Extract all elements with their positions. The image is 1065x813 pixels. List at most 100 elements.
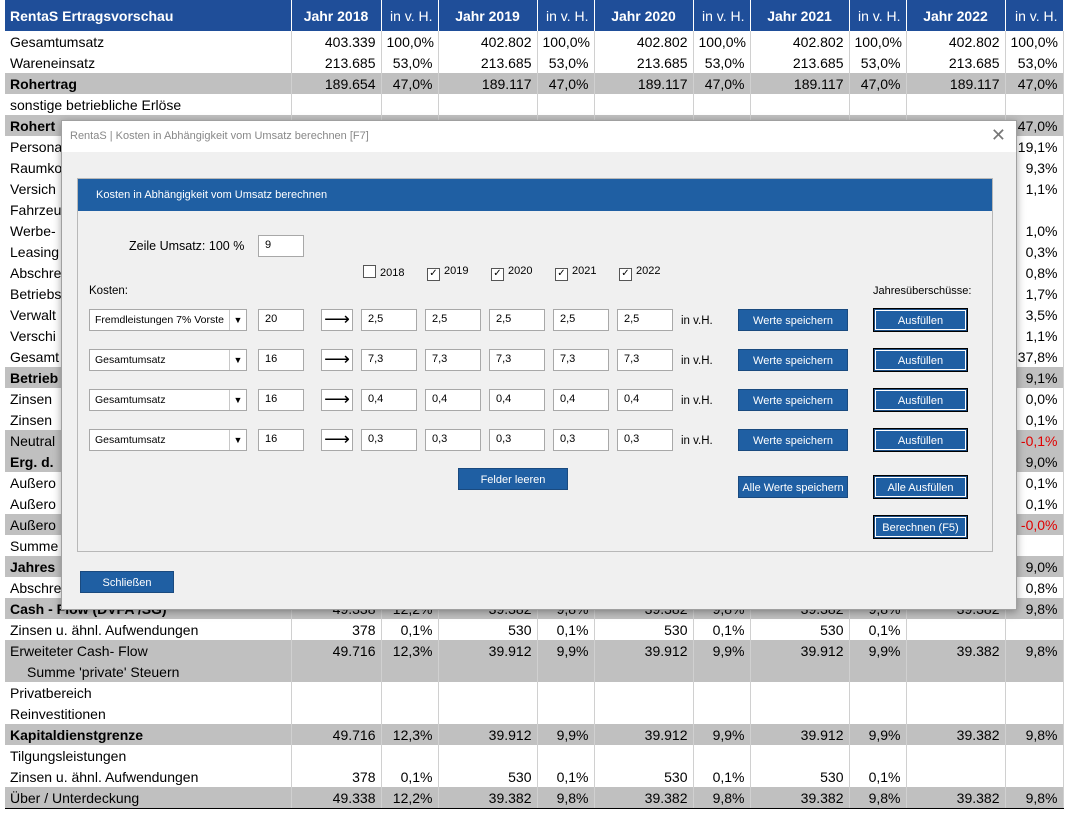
percent-cell: 9,8% <box>1005 598 1064 619</box>
value-cell: 213.685 <box>291 52 382 73</box>
cost-category-select[interactable]: Fremdleistungen 7% Vorste ▼ <box>89 309 247 331</box>
percent-value-input[interactable]: 2,5 <box>553 309 609 331</box>
chevron-down-icon[interactable]: ▼ <box>229 390 246 410</box>
percent-cell: 9,8% <box>1005 787 1064 809</box>
value-cell: 189.117 <box>438 73 538 94</box>
felder-leeren-button[interactable]: Felder leeren <box>458 468 568 490</box>
value-cell <box>594 661 694 682</box>
checkbox-box[interactable]: ✓ <box>427 268 440 281</box>
value-cell: 189.654 <box>291 73 382 94</box>
cost-calculation-dialog: RentaS | Kosten in Abhängigkeit vom Umsa… <box>61 120 1017 610</box>
percent-value-input[interactable]: 0,4 <box>553 389 609 411</box>
alle-werte-speichern-button[interactable]: Alle Werte speichern <box>738 476 848 498</box>
percent-value-input[interactable]: 7,3 <box>425 349 481 371</box>
ausfuellen-button[interactable]: Ausfüllen <box>874 389 967 411</box>
percent-cell: 100,0% <box>537 31 595 52</box>
percent-value-input[interactable]: 0,3 <box>361 429 417 451</box>
percent-value-input[interactable]: 0,3 <box>617 429 673 451</box>
year-checkbox-2021[interactable]: ✓ 2021 <box>555 265 596 281</box>
cost-category-select[interactable]: Gesamtumsatz ▼ <box>89 429 247 451</box>
checkbox-box[interactable]: ✓ <box>491 268 504 281</box>
percent-value-input[interactable]: 0,3 <box>489 429 545 451</box>
value-cell <box>750 94 850 115</box>
percent-cell: 9,0% <box>1005 556 1064 577</box>
percent-value-input[interactable]: 7,3 <box>361 349 417 371</box>
percent-cell: 0,1% <box>1005 493 1064 514</box>
ausfuellen-button[interactable]: Ausfüllen <box>874 309 967 331</box>
row-label: Privatbereich <box>5 682 292 703</box>
cost-row-number-input[interactable]: 16 <box>258 349 304 371</box>
werte-speichern-button[interactable]: Werte speichern <box>738 389 848 411</box>
percent-value-input[interactable]: 0,3 <box>553 429 609 451</box>
cost-row-number-input[interactable]: 20 <box>258 309 304 331</box>
percent-cell: 0,1% <box>1005 472 1064 493</box>
arrow-right-icon[interactable]: ⟶ <box>321 429 353 451</box>
percent-cell <box>849 94 907 115</box>
value-cell <box>906 766 1006 787</box>
percent-value-input[interactable]: 0,4 <box>361 389 417 411</box>
value-cell <box>750 703 850 724</box>
ausfuellen-button[interactable]: Ausfüllen <box>874 349 967 371</box>
chevron-down-icon[interactable]: ▼ <box>229 310 246 330</box>
value-cell <box>438 745 538 766</box>
berechnen-button[interactable]: Berechnen (F5) <box>874 516 967 538</box>
table-row: Rohertrag 189.654 47,0% 189.117 47,0% 189.117… <box>5 73 1064 94</box>
value-cell <box>750 682 850 703</box>
percent-cell <box>1005 766 1064 787</box>
percent-cell: 12,2% <box>381 787 439 809</box>
value-cell: 402.802 <box>438 31 538 52</box>
arrow-right-icon[interactable]: ⟶ <box>321 389 353 411</box>
percent-header: in v. H. <box>381 0 439 31</box>
year-checkbox-2018[interactable]: 2018 <box>363 265 404 279</box>
percent-cell: 0,1% <box>381 619 439 640</box>
row-label: Summe 'private' Steuern <box>5 661 292 682</box>
year-checkbox-label: 2021 <box>572 265 597 277</box>
alle-ausfuellen-button[interactable]: Alle Ausfüllen <box>874 476 967 498</box>
close-icon[interactable]: ✕ <box>990 125 1006 145</box>
percent-cell: 9,8% <box>1005 724 1064 745</box>
percent-value-input[interactable]: 2,5 <box>425 309 481 331</box>
cost-category-select[interactable]: Gesamtumsatz ▼ <box>89 389 247 411</box>
checkbox-box[interactable] <box>363 265 376 278</box>
percent-value-input[interactable]: 7,3 <box>553 349 609 371</box>
year-checkbox-2019[interactable]: ✓ 2019 <box>427 265 468 281</box>
percent-header: in v. H. <box>849 0 907 31</box>
checkbox-box[interactable]: ✓ <box>555 268 568 281</box>
percent-value-input[interactable]: 0,4 <box>489 389 545 411</box>
werte-speichern-button[interactable]: Werte speichern <box>738 349 848 371</box>
arrow-right-icon[interactable]: ⟶ <box>321 349 353 371</box>
werte-speichern-button[interactable]: Werte speichern <box>738 309 848 331</box>
invh-label: in v.H. <box>681 355 713 367</box>
invh-label: in v.H. <box>681 435 713 447</box>
row-label: Erweiteter Cash- Flow <box>5 640 292 661</box>
year-checkbox-2022[interactable]: ✓ 2022 <box>619 265 660 281</box>
value-cell: 213.685 <box>594 52 694 73</box>
value-cell <box>906 703 1006 724</box>
percent-value-input[interactable]: 2,5 <box>489 309 545 331</box>
werte-speichern-button[interactable]: Werte speichern <box>738 429 848 451</box>
percent-value-input[interactable]: 2,5 <box>361 309 417 331</box>
percent-value-input[interactable]: 7,3 <box>489 349 545 371</box>
percent-value-input[interactable]: 0,4 <box>425 389 481 411</box>
zeile-umsatz-input[interactable]: 9 <box>258 235 304 257</box>
cost-category-select[interactable]: Gesamtumsatz ▼ <box>89 349 247 371</box>
arrow-right-icon[interactable]: ⟶ <box>321 309 353 331</box>
percent-cell: -0,0% <box>1005 514 1064 535</box>
schliessen-button[interactable]: Schließen <box>80 571 174 593</box>
year-checkbox-2020[interactable]: ✓ 2020 <box>491 265 532 281</box>
sheet-title: RentaS Ertragsvorschau <box>5 0 292 31</box>
percent-value-input[interactable]: 0,3 <box>425 429 481 451</box>
chevron-down-icon[interactable]: ▼ <box>229 430 246 450</box>
percent-cell <box>1005 703 1064 724</box>
ausfuellen-button[interactable]: Ausfüllen <box>874 429 967 451</box>
year-header: Jahr 2018 <box>291 0 382 31</box>
percent-value-input[interactable]: 7,3 <box>617 349 673 371</box>
cost-row-number-input[interactable]: 16 <box>258 389 304 411</box>
checkbox-box[interactable]: ✓ <box>619 268 632 281</box>
chevron-down-icon[interactable]: ▼ <box>229 350 246 370</box>
percent-cell: 0,1% <box>693 766 751 787</box>
percent-value-input[interactable]: 0,4 <box>617 389 673 411</box>
cost-row-number-input[interactable]: 16 <box>258 429 304 451</box>
percent-cell: 9,9% <box>693 724 751 745</box>
percent-value-input[interactable]: 2,5 <box>617 309 673 331</box>
